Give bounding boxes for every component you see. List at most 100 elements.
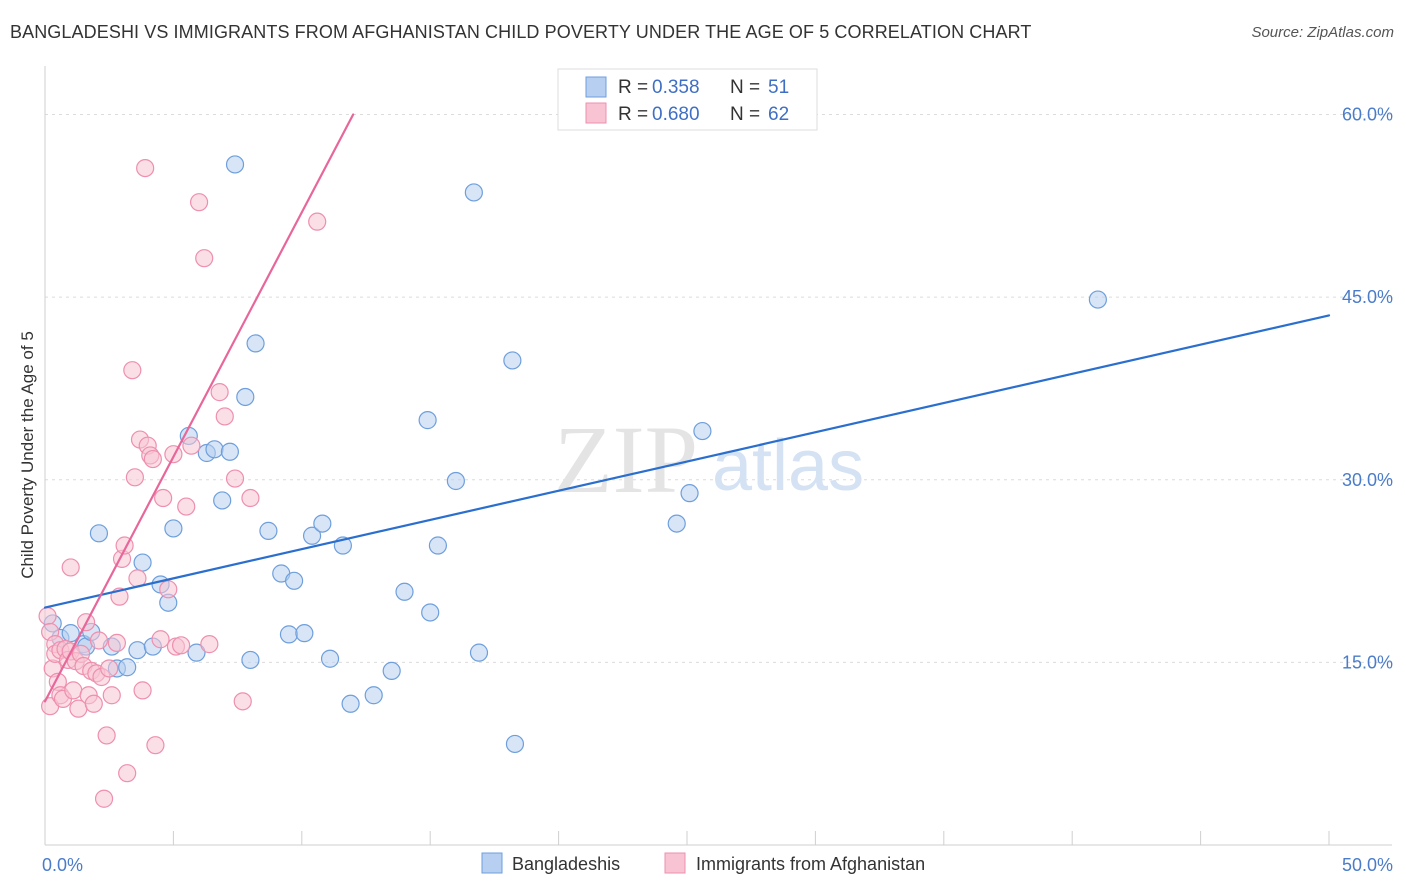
legend-swatch-afghanistan[interactable] (664, 852, 686, 874)
point-afghanistan (94, 789, 114, 808)
point-bangladeshi (382, 661, 401, 681)
point-afghanistan (200, 635, 219, 654)
trend-line-afghanistan (43, 113, 355, 703)
point-bangladeshi (503, 351, 522, 370)
point-bangladeshi (464, 183, 483, 202)
trend-lines (43, 113, 1331, 703)
point-bangladeshi (259, 521, 278, 540)
point-afghanistan (133, 681, 152, 700)
point-bangladeshi (279, 625, 299, 644)
point-afghanistan (100, 659, 119, 678)
stats-r-value-2: 0.680 (652, 104, 700, 125)
y-tick-label: 45.0% (1342, 287, 1393, 307)
point-afghanistan (215, 407, 234, 426)
point-bangladeshi (187, 643, 206, 662)
point-afghanistan (154, 488, 173, 508)
point-afghanistan (225, 469, 245, 488)
stats-n-value-2: 62 (768, 104, 789, 125)
legend-label-bangladeshis[interactable]: Bangladeshis (512, 854, 620, 874)
legend-label-afghanistan[interactable]: Immigrants from Afghanistan (696, 854, 925, 874)
point-bangladeshi (220, 442, 239, 461)
point-bangladeshi (241, 650, 260, 670)
point-bangladeshi (133, 553, 152, 572)
y-tick-label: 60.0% (1342, 105, 1393, 125)
point-afghanistan (64, 681, 83, 700)
stats-r-value-1: 0.358 (652, 77, 700, 98)
series-afghanistan (38, 158, 327, 808)
point-afghanistan (177, 497, 196, 516)
point-afghanistan (118, 764, 137, 783)
point-afghanistan (61, 558, 80, 577)
y-axis-label: Child Poverty Under the Age of 5 (18, 331, 37, 579)
point-afghanistan (182, 436, 201, 455)
point-bangladeshi (395, 582, 414, 601)
point-afghanistan (210, 383, 229, 402)
point-bangladeshi (246, 334, 265, 353)
legend-swatch-bangladeshis[interactable] (481, 852, 503, 874)
point-bangladeshi (364, 686, 383, 705)
source-label: Source: ZipAtlas.com (1251, 24, 1394, 41)
point-bangladeshi (284, 571, 304, 590)
point-afghanistan (172, 636, 191, 655)
stats-legend: R = 0.358 N = 51 R = 0.680 N = 62 (557, 68, 818, 131)
point-afghanistan (151, 630, 170, 649)
y-tick-labels: 15.0% 30.0% 45.0% 60.0% (1342, 105, 1393, 673)
point-bangladeshi (313, 514, 332, 533)
grid-lines (45, 114, 1392, 663)
point-afghanistan (38, 607, 57, 626)
point-afghanistan (195, 249, 214, 268)
point-afghanistan (125, 468, 144, 487)
point-afghanistan (308, 212, 327, 231)
stats-n-label-2: N = (730, 104, 760, 125)
point-bangladeshi (421, 603, 440, 622)
point-afghanistan (233, 692, 252, 711)
stats-legend-swatch-pink (585, 102, 607, 124)
point-afghanistan (123, 361, 142, 380)
point-bangladeshi (446, 471, 465, 491)
y-tick-label: 30.0% (1342, 470, 1393, 490)
point-bangladeshi (320, 649, 340, 668)
point-bangladeshi (225, 155, 245, 174)
point-afghanistan (159, 580, 178, 599)
point-bangladeshi (1088, 290, 1107, 309)
point-afghanistan (102, 686, 121, 705)
point-bangladeshi (505, 734, 525, 754)
point-bangladeshi (118, 658, 137, 677)
point-afghanistan (189, 193, 209, 212)
point-bangladeshi (205, 440, 224, 459)
stats-r-label-2: R = (618, 104, 648, 125)
point-afghanistan (107, 633, 127, 653)
x-tick-label-min: 0.0% (42, 855, 83, 875)
point-afghanistan (89, 631, 109, 650)
trend-line-bangladeshis (43, 314, 1331, 609)
point-bangladeshi (693, 421, 712, 441)
stats-n-value-1: 51 (768, 77, 789, 98)
stats-r-label-1: R = (618, 77, 648, 98)
watermark: ZIP atlas (554, 406, 864, 513)
stats-n-label-1: N = (730, 77, 760, 98)
axes (44, 66, 1392, 846)
point-bangladeshi (89, 524, 109, 543)
point-bangladeshi (469, 643, 489, 662)
chart-title: BANGLADESHI VS IMMIGRANTS FROM AFGHANIST… (10, 22, 1032, 42)
point-bangladeshi (418, 411, 437, 430)
point-afghanistan (84, 694, 103, 713)
point-afghanistan (136, 158, 155, 178)
point-bangladeshi (128, 641, 147, 660)
point-bangladeshi (213, 491, 232, 510)
point-bangladeshi (667, 514, 686, 533)
point-bangladeshi (295, 624, 314, 643)
x-tick-marks (44, 831, 1330, 845)
point-afghanistan (143, 449, 162, 469)
point-afghanistan (97, 726, 116, 745)
point-bangladeshi (236, 387, 255, 407)
series-legend: Bangladeshis Immigrants from Afghanistan (481, 852, 925, 874)
point-afghanistan (241, 488, 260, 508)
point-afghanistan (164, 445, 183, 464)
stats-legend-swatch-blue (585, 76, 607, 98)
point-bangladeshi (302, 526, 322, 545)
point-bangladeshi (428, 536, 448, 555)
watermark-zip: ZIP (554, 406, 698, 513)
point-bangladeshi (680, 484, 699, 503)
